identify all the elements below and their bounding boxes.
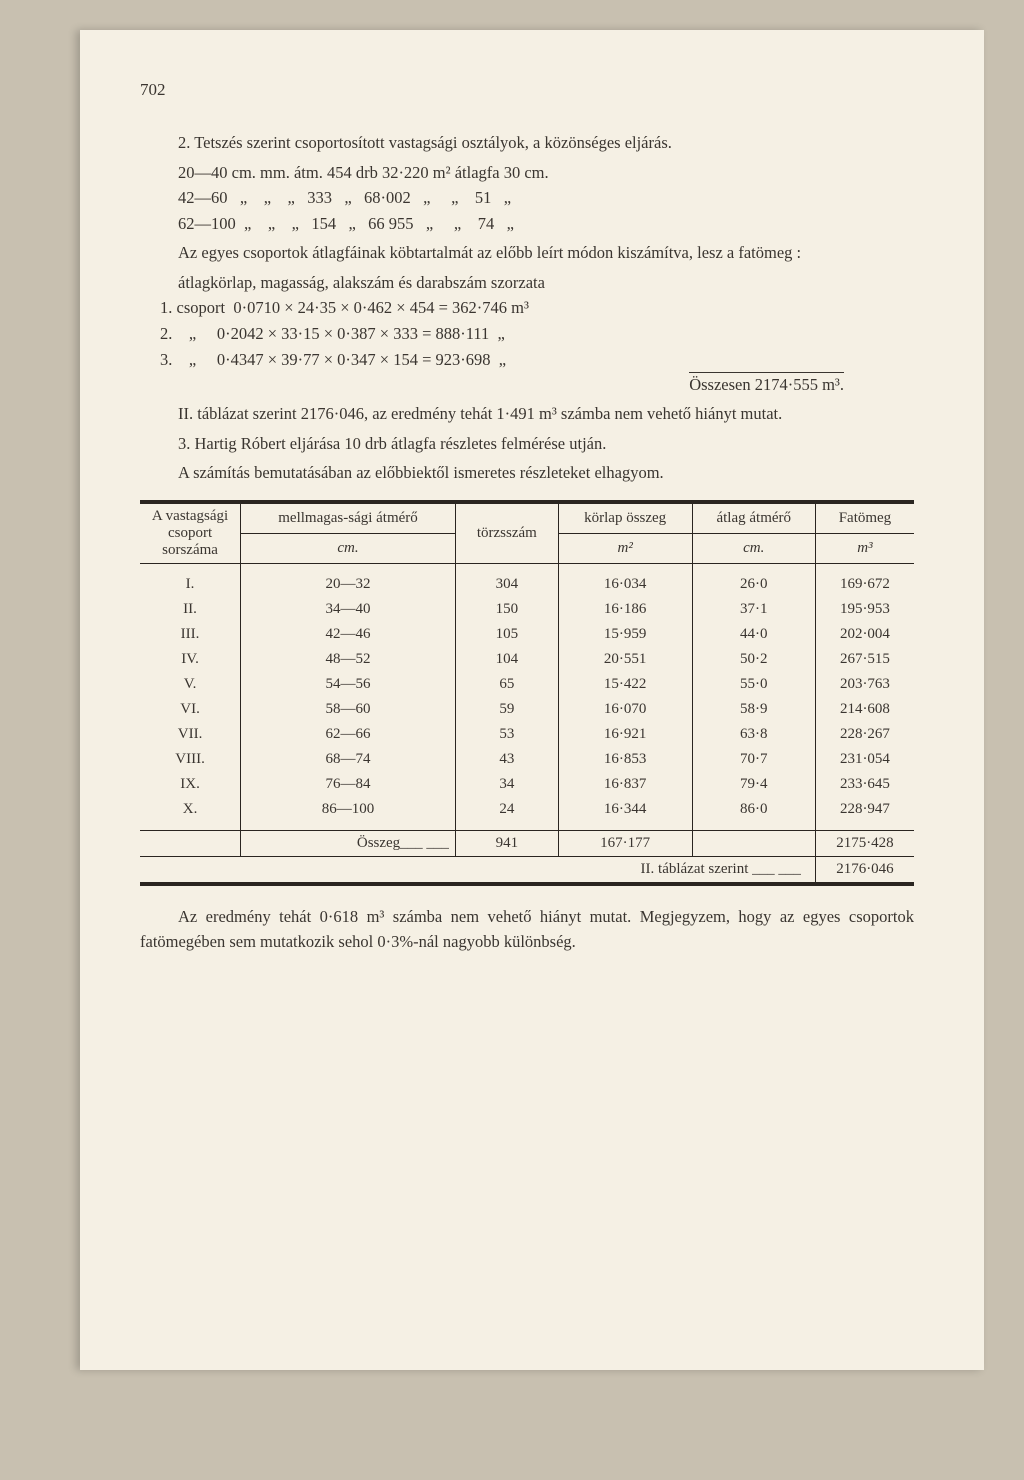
table-row: VII.62—665316·92163·8228·267 [140, 722, 914, 747]
col-header-atlag: átlag átmérő [692, 502, 815, 534]
table-row: VIII.68—744316·85370·7231·054 [140, 747, 914, 772]
range-line-3: 62—100 „ „ „ 154 „ 66 955 „ „ 74 „ [178, 211, 914, 237]
table-row: III.42—4610515·95944·0202·004 [140, 622, 914, 647]
table-row: I.20—3230416·03426·0169·672 [140, 572, 914, 597]
col-header-fatomeg: Fatömeg [815, 502, 914, 534]
table-row: X.86—1002416·34486·0228·947 [140, 797, 914, 822]
paragraph-4: II. táblázat szerint 2176·046, az eredmé… [140, 401, 914, 427]
unit-cm2: cm. [692, 533, 815, 563]
table-row: IV.48—5210420·55150·2267·515 [140, 647, 914, 672]
paragraph-2: Az egyes csoportok átlagfáinak köbtartal… [140, 240, 914, 266]
col-header-count: törzsszám [455, 502, 558, 564]
table-row: VI.58—605916·07058·9214·608 [140, 697, 914, 722]
paragraph-6: A számítás bemutatásában az előbbiektől … [140, 460, 914, 486]
unit-m3: m³ [815, 533, 914, 563]
col-header-diameter: mellmagas-sági átmérő [241, 502, 456, 534]
col-header-group: A vastagsági csoport sorszáma [140, 502, 241, 564]
paragraph-7: Az eredmény tehát 0·618 m³ számba nem ve… [140, 904, 914, 955]
range-line-2: 42—60 „ „ „ 333 „ 68·002 „ „ 51 „ [178, 185, 914, 211]
col-header-korlap: körlap összeg [558, 502, 692, 534]
calc-line-3: 3. „ 0·4347 × 39·77 × 0·347 × 154 = 923·… [160, 347, 914, 373]
page-number: 702 [140, 80, 914, 100]
sum-row: Összeg___ ___ 941 167·177 2175·428 [140, 830, 914, 856]
calc-line-2: 2. „ 0·2042 × 33·15 × 0·387 × 333 = 888·… [160, 321, 914, 347]
ref-row: II. táblázat szerint ___ ___ 2176·046 [140, 856, 914, 884]
paragraph-3: átlagkörlap, magasság, alakszám és darab… [178, 270, 914, 296]
table-row: V.54—566515·42255·0203·763 [140, 672, 914, 697]
calc-line-1: 1. csoport 0·0710 × 24·35 × 0·462 × 454 … [160, 295, 914, 321]
table-row: IX.76—843416·83779·4233·645 [140, 772, 914, 797]
sum-line: Összesen 2174·555 m³. [689, 372, 844, 395]
data-table: A vastagsági csoport sorszáma mellmagas-… [140, 500, 914, 886]
paragraph-5: 3. Hartig Róbert eljárása 10 drb átlagfa… [140, 431, 914, 457]
document-page: 702 2. Tetszés szerint csoportosított va… [80, 30, 984, 1370]
paragraph-1: 2. Tetszés szerint csoportosított vastag… [140, 130, 914, 156]
unit-cm: cm. [241, 533, 456, 563]
unit-m2: m² [558, 533, 692, 563]
range-line-1: 20—40 cm. mm. átm. 454 drb 32·220 m² átl… [178, 160, 914, 186]
table-row: II.34—4015016·18637·1195·953 [140, 597, 914, 622]
